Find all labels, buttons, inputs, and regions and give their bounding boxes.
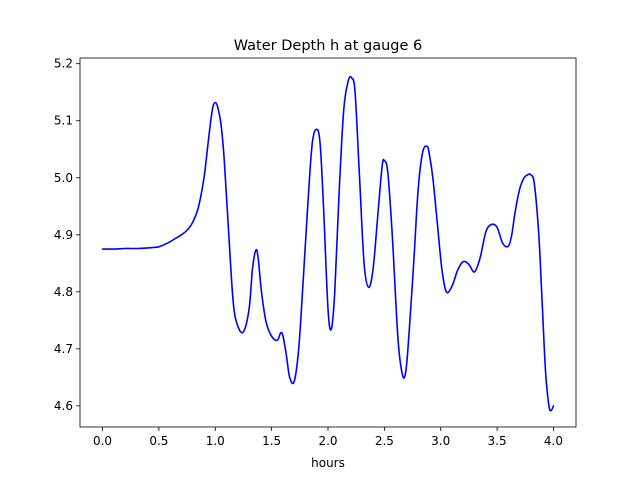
y-tick-label: 4.6	[54, 399, 73, 413]
x-tick-label: 3.5	[488, 434, 507, 448]
plot-area	[101, 75, 555, 412]
x-tick-label: 4.0	[544, 434, 563, 448]
x-tick-label: 2.5	[375, 434, 394, 448]
y-tick-label: 5.2	[54, 57, 73, 71]
x-axis-label: hours	[311, 456, 345, 470]
y-tick-label: 4.8	[54, 285, 73, 299]
x-tick-label: 0.0	[93, 434, 112, 448]
y-tick-label: 5.1	[54, 114, 73, 128]
y-tick-label: 4.7	[54, 342, 73, 356]
series-line-water-depth	[101, 75, 555, 412]
x-tick-label: 1.5	[262, 434, 281, 448]
y-tick-label: 5.0	[54, 171, 73, 185]
x-axis: 0.0 0.5 1.0 1.5 2.0 2.5 3.0 3.5 4.0	[93, 427, 563, 448]
y-axis: 4.6 4.7 4.8 4.9 5.0 5.1 5.2	[54, 57, 80, 413]
chart-title: Water Depth h at gauge 6	[234, 38, 422, 54]
x-tick-label: 0.5	[149, 434, 168, 448]
x-tick-label: 2.0	[318, 434, 337, 448]
y-tick-label: 4.9	[54, 228, 73, 242]
x-tick-label: 3.0	[431, 434, 450, 448]
x-tick-label: 1.0	[206, 434, 225, 448]
